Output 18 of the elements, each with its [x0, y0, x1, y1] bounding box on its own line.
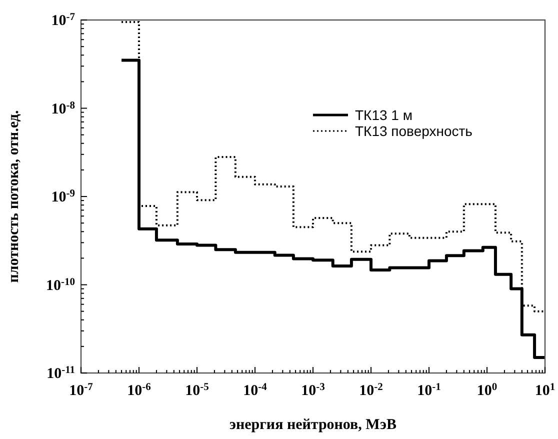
legend-label: ТК13 1 м [355, 107, 412, 123]
x-tick-label: 10$^{-5}$ [185, 382, 209, 399]
x-tick-label: 10$^{-1}$ [417, 382, 441, 399]
x-tick-label: 10$^{-7}$ [69, 382, 93, 399]
x-axis-title: энергия нейтронов, МэВ [230, 417, 396, 433]
y-axis-title: плотность потока, отн.ед. [6, 110, 22, 283]
x-tick-label: 10$^{-2}$ [359, 382, 383, 399]
y-tick-label: 10$^{-11}$ [46, 364, 75, 382]
y-tick-label: 10$^{-8}$ [51, 100, 75, 118]
x-tick-label: 10$^{-3}$ [301, 382, 325, 399]
x-tick-label: 10$^{-4}$ [243, 382, 268, 399]
x-tick-label: 10$^{1}$ [534, 382, 556, 399]
legend-label: ТК13 поверхность [355, 123, 472, 139]
y-tick-label: 10$^{-9}$ [51, 188, 75, 206]
x-tick-label: 10$^{0}$ [476, 382, 498, 399]
x-tick-label: 10$^{-6}$ [127, 382, 151, 399]
y-tick-label: 10$^{-7}$ [51, 12, 75, 29]
y-tick-label: 10$^{-10}$ [46, 276, 75, 294]
